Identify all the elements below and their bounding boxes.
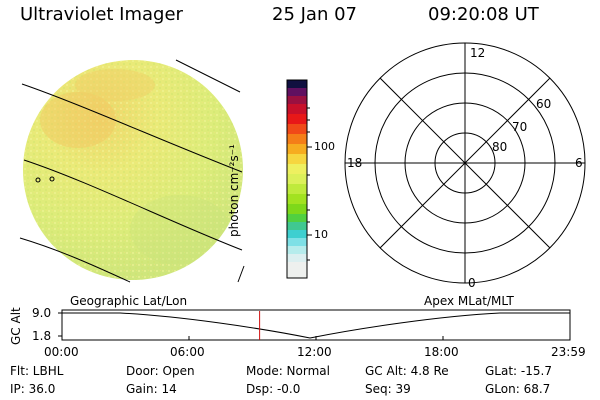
time-tick-0000: 00:00 — [44, 345, 79, 359]
status-mode: Mode: Normal — [246, 364, 330, 378]
mlat-label-70: 70 — [512, 120, 528, 134]
mlat-label-60: 60 — [536, 97, 552, 111]
colorbar-tick-10: 10 — [314, 228, 328, 241]
colorbar-tick-100: 100 — [314, 140, 335, 153]
gc-alt-tick-9: 9.0 — [32, 306, 52, 320]
time-tick-1200: 12:00 — [297, 345, 332, 359]
polar-mlt-plot — [344, 42, 586, 284]
mlt-label-0: 0 — [468, 276, 476, 290]
gc-alt-axis-title: GC Alt — [9, 307, 23, 345]
earth-disk — [23, 60, 243, 280]
mlat-label-80: 80 — [492, 140, 508, 154]
status-ip: IP: 36.0 — [10, 382, 56, 396]
gc-alt-tick-1-8: 1.8 — [32, 329, 52, 343]
apex-coords-label: Apex MLat/MLT — [424, 294, 514, 308]
instrument-title: Ultraviolet Imager — [20, 4, 183, 25]
status-glat: GLat: -15.7 — [485, 364, 552, 378]
colorbar-units-label: photon cm⁻²s⁻¹ — [227, 144, 241, 237]
geographic-coords-label: Geographic Lat/Lon — [70, 294, 188, 308]
site-markers — [35, 176, 55, 183]
observation-time: 09:20:08 UT — [428, 4, 539, 25]
orbit-altitude-timeline — [58, 309, 571, 341]
mlt-label-12: 12 — [470, 46, 486, 60]
time-tick-1800: 18:00 — [424, 345, 459, 359]
mlt-label-18: 18 — [347, 156, 363, 170]
color-bar — [286, 79, 312, 279]
status-seq: Seq: 39 — [365, 382, 411, 396]
status-glon: GLon: 68.7 — [485, 382, 551, 396]
mlt-label-6: 6 — [575, 156, 583, 170]
time-tick-0600: 06:00 — [170, 345, 205, 359]
observation-date: 25 Jan 07 — [272, 4, 357, 25]
status-gain: Gain: 14 — [126, 382, 177, 396]
status-gc-alt: GC Alt: 4.8 Re — [365, 364, 449, 378]
status-door: Door: Open — [126, 364, 195, 378]
time-tick-2359: 23:59 — [551, 345, 586, 359]
status-dsp: Dsp: -0.0 — [246, 382, 301, 396]
geographic-grid-lines — [19, 59, 245, 283]
status-filter: Flt: LBHL — [10, 364, 64, 378]
